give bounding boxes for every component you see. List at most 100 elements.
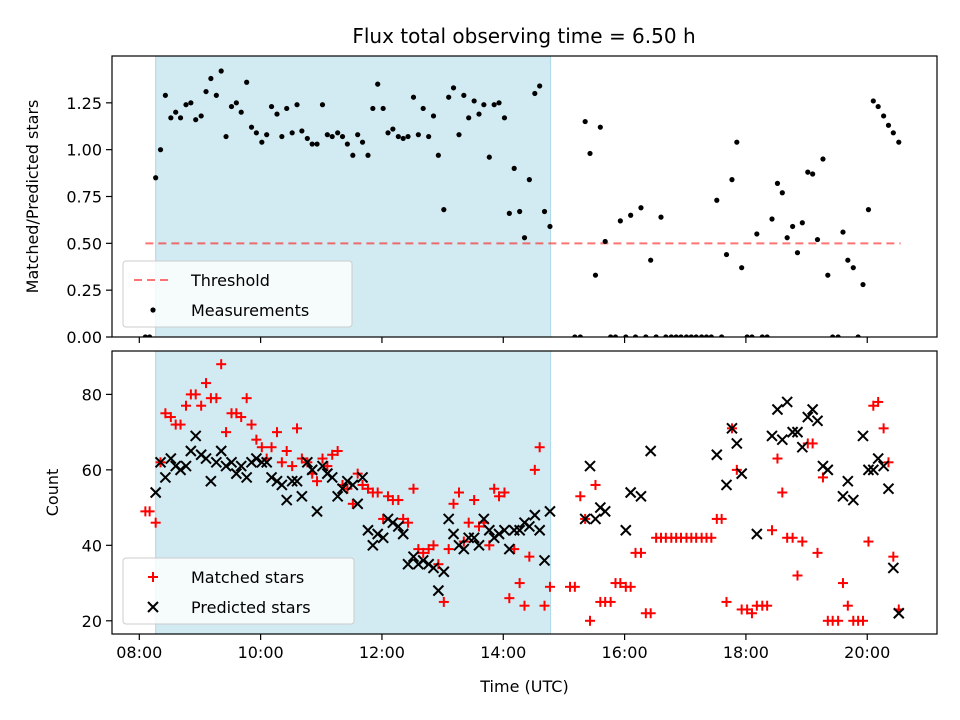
measurement-point xyxy=(693,334,699,337)
x-b xyxy=(498,524,511,536)
measurement-point xyxy=(268,103,275,110)
measurement-point xyxy=(779,190,785,196)
predicted-star-marker xyxy=(265,471,278,484)
matched-star-marker xyxy=(408,483,419,494)
measurement-point xyxy=(355,132,361,138)
measurement-point xyxy=(501,115,508,121)
x-b xyxy=(635,490,647,502)
matched-star-marker xyxy=(499,487,510,498)
x-b xyxy=(306,464,318,476)
predicted-star-marker xyxy=(306,464,318,476)
measurement-point xyxy=(537,83,543,89)
matched-star-marker xyxy=(585,615,596,626)
measurement-point xyxy=(794,250,801,256)
predicted-star-marker xyxy=(362,524,374,536)
y-tick-label: 0.75 xyxy=(66,188,102,207)
matched-star-marker xyxy=(403,517,414,528)
predicted-star-marker xyxy=(468,532,480,544)
matched-star-marker xyxy=(236,412,247,423)
measurement-point xyxy=(890,130,896,136)
matched-star-marker xyxy=(767,525,777,536)
x-b xyxy=(442,513,455,525)
measurement-point xyxy=(253,130,259,136)
predicted-star-marker xyxy=(326,471,338,484)
x-b xyxy=(432,584,445,597)
matched-star-marker xyxy=(292,423,303,434)
legend-label: Threshold xyxy=(190,271,270,290)
measurement-point xyxy=(699,334,705,337)
measurement-point xyxy=(632,334,639,337)
x-b xyxy=(584,460,596,472)
matched-star-marker xyxy=(372,487,383,498)
matched-star-marker xyxy=(246,419,257,430)
x-b xyxy=(822,464,834,476)
measurement-point xyxy=(375,81,381,87)
measurement-point xyxy=(668,334,674,337)
matched-star-marker xyxy=(746,608,757,619)
x-b xyxy=(842,475,854,487)
y-axis-label: Matched/Predicted stars xyxy=(23,100,42,294)
predicted-star-marker xyxy=(276,479,288,491)
legend-label: Matched stars xyxy=(191,568,304,587)
x-b xyxy=(301,456,314,469)
measurement-point xyxy=(365,152,371,158)
x-b xyxy=(867,464,880,476)
predicted-star-marker xyxy=(579,513,591,525)
matched-star-marker xyxy=(342,483,353,494)
x-b xyxy=(458,543,470,555)
x-b xyxy=(180,460,192,472)
measurement-point xyxy=(855,334,861,337)
measurement-point xyxy=(532,90,538,97)
matched-star-marker xyxy=(489,483,500,494)
measurement-point xyxy=(729,177,735,183)
x-b xyxy=(786,426,799,438)
x-b xyxy=(341,475,354,487)
y-tick-label: 40 xyxy=(82,536,102,555)
x-axis-label: Time (UTC) xyxy=(479,677,568,696)
predicted-star-marker xyxy=(776,433,789,446)
x-b xyxy=(367,539,379,552)
predicted-star-marker xyxy=(210,456,223,469)
predicted-star-marker xyxy=(280,494,293,506)
predicted-star-marker xyxy=(786,426,799,438)
x-b xyxy=(256,456,268,469)
measurement-point xyxy=(400,135,406,142)
x-b xyxy=(806,403,819,416)
matched-star-marker xyxy=(251,434,262,445)
matched-star-marker xyxy=(569,581,580,592)
measurement-point xyxy=(617,218,623,224)
matched-star-marker xyxy=(645,608,656,619)
predicted-star-marker xyxy=(432,584,445,597)
matched-star-marker xyxy=(539,600,550,611)
x-b xyxy=(589,513,602,525)
x-b xyxy=(837,490,849,502)
predicted-star-marker xyxy=(220,460,232,472)
matched-star-marker xyxy=(317,453,328,464)
matched-star-marker xyxy=(175,419,186,430)
y-tick-label: 1.25 xyxy=(66,94,102,113)
measurement-point xyxy=(233,100,239,106)
matched-star-marker xyxy=(777,487,788,498)
predicted-star-marker xyxy=(711,449,723,461)
matched-star-marker xyxy=(438,596,449,607)
x-b xyxy=(371,528,384,540)
matched-star-marker xyxy=(216,359,227,370)
measurement-point xyxy=(329,133,335,140)
matched-star-marker xyxy=(494,491,505,502)
measurement-point xyxy=(517,208,523,215)
x-b xyxy=(731,437,743,450)
measurement-point xyxy=(177,115,184,121)
matched-star-marker xyxy=(393,495,404,506)
x-b xyxy=(726,422,738,435)
x-b xyxy=(766,430,778,442)
predicted-star-marker xyxy=(720,479,733,491)
matched-star-marker xyxy=(863,536,874,547)
x-b xyxy=(331,490,344,502)
x-b xyxy=(362,524,374,536)
matched-star-marker xyxy=(256,442,267,453)
x-b xyxy=(503,543,516,555)
measurement-point xyxy=(481,102,487,108)
predicted-star-marker xyxy=(811,415,824,427)
y-tick-label: 20 xyxy=(82,612,102,631)
predicted-star-marker xyxy=(149,486,162,499)
